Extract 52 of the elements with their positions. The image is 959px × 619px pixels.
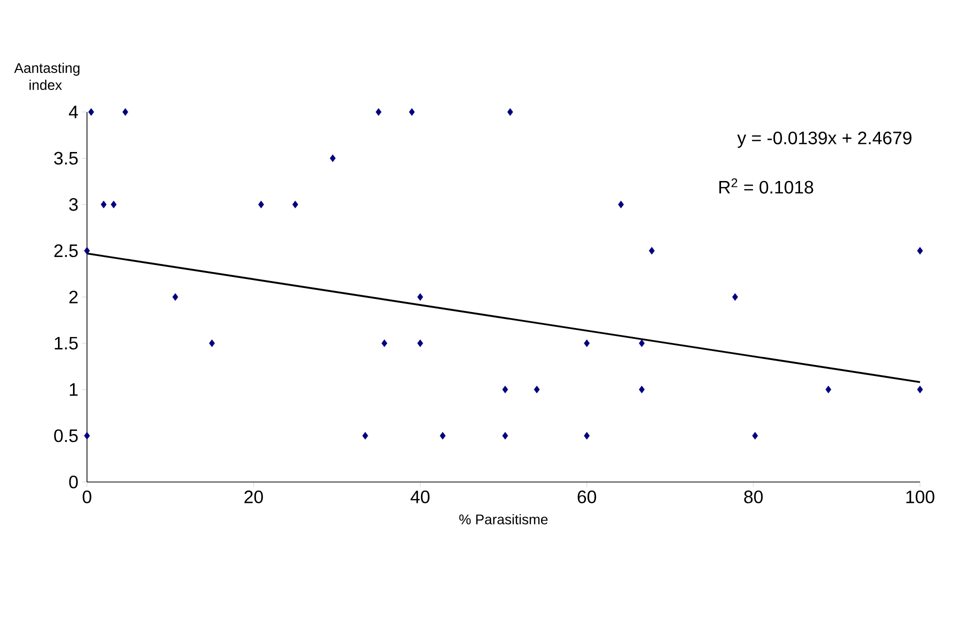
point — [330, 154, 336, 162]
y-tick-label: 1 — [70, 383, 78, 396]
point — [417, 339, 424, 348]
x-tick-label: 20 — [244, 490, 263, 504]
point — [584, 432, 590, 440]
y-tick-label: 2 — [69, 290, 78, 304]
x-tick-label: 80 — [744, 490, 763, 504]
point — [417, 293, 424, 301]
x-tick-label: 0 — [82, 490, 92, 504]
point — [100, 200, 107, 208]
point — [84, 246, 90, 255]
point — [507, 108, 514, 116]
point — [825, 386, 832, 394]
x-tick-label: 60 — [578, 490, 596, 504]
point — [110, 200, 117, 208]
point — [752, 432, 758, 440]
point — [292, 200, 298, 208]
x-axis-title: % Parasitisme — [459, 514, 548, 524]
point — [122, 108, 128, 116]
point — [502, 432, 508, 440]
annotation: y = -0.0139x + 2.4679 — [737, 132, 912, 148]
point — [638, 386, 645, 394]
point — [638, 339, 645, 348]
point — [209, 339, 215, 348]
point — [917, 386, 923, 394]
point — [440, 432, 446, 440]
point — [362, 432, 368, 440]
x-tick-label: 100 — [906, 490, 934, 504]
point — [618, 200, 624, 208]
point — [534, 386, 540, 394]
y-tick-label: 4 — [68, 106, 78, 118]
y-tick-label: 2.5 — [54, 244, 78, 258]
y-tick-label: 0 — [69, 476, 78, 488]
point — [172, 293, 178, 301]
point — [732, 293, 738, 301]
annotation: R$^{2}$ = 0.1018 — [719, 178, 814, 194]
point — [917, 246, 923, 255]
y-tick-label: 3.5 — [54, 152, 78, 165]
y-tick-label: 0.5 — [54, 429, 78, 442]
point — [584, 339, 590, 348]
point — [408, 108, 415, 116]
point — [381, 339, 388, 348]
y-tick-label: 3 — [69, 198, 78, 211]
point — [258, 200, 264, 208]
point — [502, 386, 508, 394]
y-tick-label: 1.5 — [54, 336, 78, 350]
x-tick-label: 40 — [410, 490, 430, 504]
point — [648, 246, 655, 255]
y-axis-title: Aantasting index — [14, 62, 80, 90]
point — [88, 108, 94, 116]
point — [84, 432, 90, 440]
point — [376, 108, 382, 116]
